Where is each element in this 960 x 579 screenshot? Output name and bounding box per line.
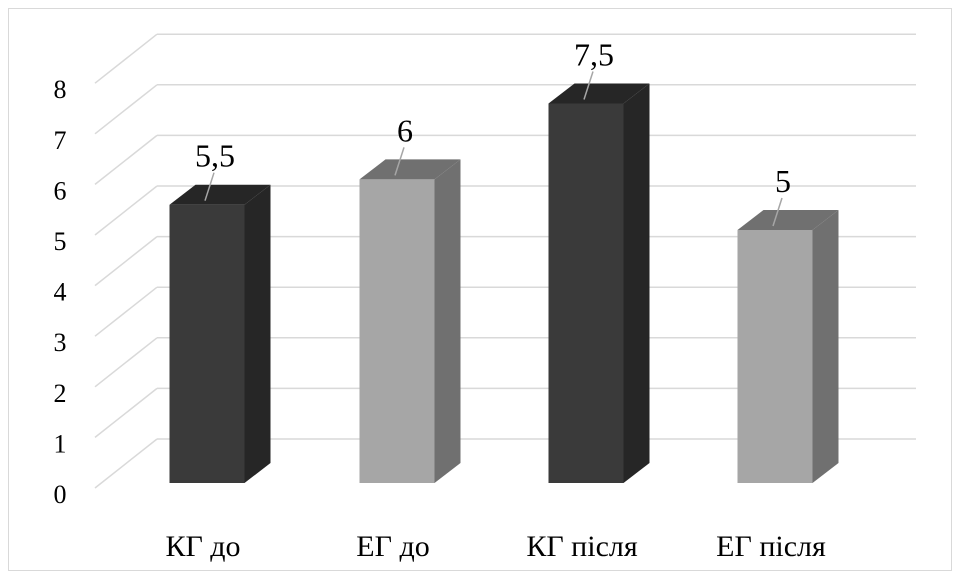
gridline-diagonal [94,84,158,135]
y-tick-label: 1 [54,429,67,458]
bar-side [623,83,650,483]
y-tick-label: 2 [54,379,67,408]
bar-top [548,83,650,104]
bars [169,83,839,483]
y-tick-label: 4 [54,278,67,307]
gridline-diagonal [94,438,158,489]
gridline-diagonal [94,236,158,287]
category-label: КГ після [526,530,638,563]
leader-line [394,147,405,176]
leader-line [204,172,215,201]
bar [737,210,839,483]
gridline-diagonal [94,134,158,185]
leader-line [583,71,594,100]
bar [548,83,650,483]
gridline-diagonal [94,387,158,438]
data-labels: 5,5 6 7,5 5 [195,37,791,227]
gridline-diagonal [94,185,158,236]
y-tick-label: 0 [54,480,67,509]
bar-side [244,184,271,483]
bar-top [737,210,839,230]
data-label: 7,5 [574,37,614,73]
data-label: 5 [775,163,791,199]
bar-top [169,184,271,205]
leader-line [772,197,783,227]
y-tick-label: 5 [54,227,67,256]
y-tick-label: 6 [54,176,67,205]
bar [169,184,271,483]
x-axis-categories: КГ до ЕГ до КГ після ЕГ після [165,530,826,563]
y-tick-label: 3 [54,328,67,357]
category-label: КГ до [165,530,240,563]
category-label: ЕГ після [716,530,826,563]
gridline-diagonal [94,33,158,84]
y-axis-ticks: 0 1 2 3 4 5 6 7 8 [54,75,67,509]
bar-front [359,179,435,483]
bar-front [548,103,624,483]
bar-top [359,159,461,180]
bar-front [737,230,813,483]
bar [359,159,461,483]
data-label: 6 [397,112,413,148]
bar-side [434,159,461,483]
bar-front [169,204,245,483]
data-label: 5,5 [195,138,235,174]
y-tick-label: 8 [54,75,67,104]
gridline-diagonal [94,337,158,388]
gridline-diagonal [94,286,158,337]
category-label: ЕГ до [356,530,429,563]
y-tick-label: 7 [54,126,67,155]
bar-side [812,210,839,483]
